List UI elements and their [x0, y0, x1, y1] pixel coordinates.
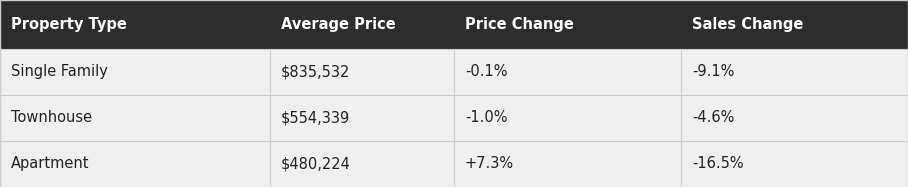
Bar [454, 49, 681, 95]
Bar [0, 0, 908, 49]
Text: Price Change: Price Change [465, 17, 574, 32]
Text: +7.3%: +7.3% [465, 157, 514, 171]
Bar [0, 141, 270, 187]
Text: -4.6%: -4.6% [692, 110, 735, 125]
Bar [270, 95, 454, 141]
Bar [681, 49, 908, 95]
Bar [270, 49, 454, 95]
Text: $835,532: $835,532 [281, 64, 350, 79]
Text: -1.0%: -1.0% [465, 110, 508, 125]
Bar [270, 141, 454, 187]
Text: Townhouse: Townhouse [11, 110, 92, 125]
Text: $480,224: $480,224 [281, 157, 350, 171]
Bar [0, 49, 270, 95]
Bar [454, 95, 681, 141]
Text: Sales Change: Sales Change [692, 17, 804, 32]
Bar [0, 95, 270, 141]
Bar [681, 95, 908, 141]
Text: -16.5%: -16.5% [692, 157, 744, 171]
Text: -0.1%: -0.1% [465, 64, 508, 79]
Text: Average Price: Average Price [281, 17, 396, 32]
Text: Single Family: Single Family [11, 64, 108, 79]
Text: Apartment: Apartment [11, 157, 89, 171]
Bar [454, 141, 681, 187]
Text: $554,339: $554,339 [281, 110, 350, 125]
Bar [681, 141, 908, 187]
Text: Property Type: Property Type [11, 17, 127, 32]
Text: -9.1%: -9.1% [692, 64, 735, 79]
